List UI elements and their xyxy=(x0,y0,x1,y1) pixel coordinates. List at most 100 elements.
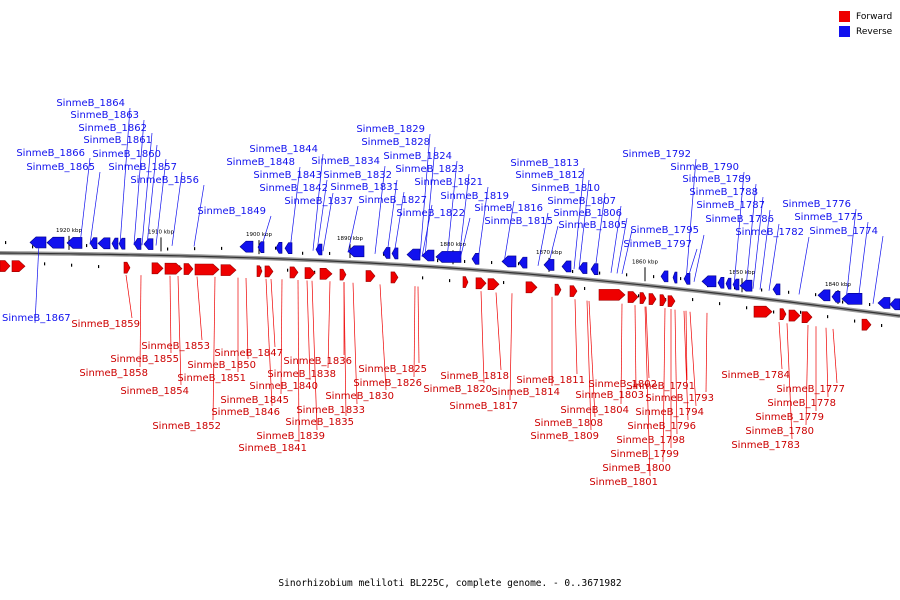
forward-gene-leader xyxy=(620,303,623,405)
forward-gene-label: SinmeB_1796 xyxy=(627,421,696,432)
reverse-gene-leader xyxy=(477,186,489,261)
tick-label: 1860 kbp xyxy=(632,259,658,265)
forward-gene-label: SinmeB_1826 xyxy=(353,378,422,389)
backbone-marker xyxy=(827,315,829,319)
reverse-gene-label: SinmeB_1861 xyxy=(83,135,152,146)
reverse-gene xyxy=(315,243,323,256)
backbone-marker xyxy=(842,300,844,304)
reverse-gene xyxy=(391,247,399,260)
reverse-gene-leader xyxy=(573,167,585,270)
reverse-gene-label: SinmeB_1807 xyxy=(547,196,616,207)
forward-gene-leader xyxy=(674,309,678,435)
reverse-gene-leader xyxy=(503,200,515,263)
forward-gene-leader xyxy=(634,305,637,390)
reverse-gene-label: SinmeB_1864 xyxy=(56,98,125,109)
reverse-gene xyxy=(732,278,740,291)
forward-gene-label: SinmeB_1835 xyxy=(285,417,354,428)
tick-label: 1880 kbp xyxy=(440,242,466,248)
backbone-marker xyxy=(788,290,790,294)
reverse-gene-leader xyxy=(537,212,549,266)
reverse-gene-leader xyxy=(34,243,40,324)
backbone-marker xyxy=(491,261,493,265)
reverse-gene xyxy=(841,293,863,305)
forward-gene-label: SinmeB_1778 xyxy=(767,398,836,409)
reverse-gene-label: SinmeB_1865 xyxy=(26,162,95,173)
forward-gene-leader xyxy=(685,310,688,381)
forward-gene-label: SinmeB_1794 xyxy=(635,407,704,418)
forward-gene-leader xyxy=(480,291,485,384)
backbone-marker xyxy=(167,247,169,251)
reverse-gene-leader xyxy=(141,132,153,246)
forward-gene xyxy=(569,285,578,297)
forward-gene-leader xyxy=(825,327,829,398)
forward-gene-label: SinmeB_1777 xyxy=(776,384,845,395)
forward-gene xyxy=(554,283,562,296)
forward-gene-leader xyxy=(177,276,182,386)
forward-gene-leader xyxy=(352,282,358,405)
reverse-gene-label: SinmeB_1856 xyxy=(130,175,199,186)
forward-gene xyxy=(365,270,376,282)
forward-gene xyxy=(475,277,487,290)
reverse-gene-leader xyxy=(616,217,628,274)
reverse-gene-leader xyxy=(155,158,167,246)
reverse-gene xyxy=(578,262,588,274)
forward-gene-label: SinmeB_1817 xyxy=(449,401,518,412)
reverse-gene xyxy=(831,291,841,303)
reverse-gene-label: SinmeB_1806 xyxy=(553,208,622,219)
reverse-gene-leader xyxy=(386,179,398,255)
forward-gene xyxy=(525,281,538,294)
forward-gene-leader xyxy=(327,281,331,369)
reverse-gene xyxy=(275,242,283,254)
forward-gene-leader xyxy=(662,308,666,463)
reverse-gene-leader xyxy=(768,223,780,291)
backbone-marker xyxy=(584,286,586,290)
reverse-gene xyxy=(421,249,435,262)
forward-gene-label: SinmeB_1820 xyxy=(423,384,492,395)
reverse-gene-leader xyxy=(146,144,158,246)
forward-gene-label: SinmeB_1833 xyxy=(296,405,365,416)
forward-gene-leader xyxy=(306,280,311,381)
forward-gene-label: SinmeB_1808 xyxy=(534,418,603,429)
backbone-marker xyxy=(464,259,466,263)
reverse-gene-label: SinmeB_1774 xyxy=(809,226,878,237)
reverse-gene xyxy=(717,276,725,289)
reverse-gene-label: SinmeB_1805 xyxy=(558,220,627,231)
legend-forward: Forward xyxy=(839,9,892,24)
reverse-gene-leader xyxy=(421,204,433,257)
forward-gene-leader xyxy=(689,311,697,407)
forward-gene-leader xyxy=(270,278,276,348)
reverse-gene-leader xyxy=(289,166,301,250)
forward-gene-leader xyxy=(778,322,783,370)
reverse-gene xyxy=(143,238,154,250)
reverse-gene-leader xyxy=(193,184,205,247)
reverse-gene-label: SinmeB_1813 xyxy=(510,158,579,169)
reverse-gene-label: SinmeB_1860 xyxy=(92,149,161,160)
forward-gene-leader xyxy=(417,286,420,364)
reverse-gene-leader xyxy=(857,221,869,302)
forward-gene-label: SinmeB_1840 xyxy=(249,381,318,392)
forward-gene xyxy=(788,309,801,322)
forward-gene xyxy=(164,262,183,275)
reverse-gene-label: SinmeB_1819 xyxy=(440,191,509,202)
reverse-gene xyxy=(889,298,900,311)
reverse-gene-label: SinmeB_1797 xyxy=(623,239,692,250)
backbone-marker xyxy=(599,271,601,275)
forward-gene-label: SinmeB_1803 xyxy=(575,390,644,401)
forward-gene xyxy=(753,305,773,318)
forward-gene xyxy=(861,318,872,331)
forward-gene xyxy=(648,293,657,305)
reverse-gene xyxy=(672,271,678,284)
forward-gene-leader xyxy=(280,279,283,395)
reverse-gene-leader xyxy=(316,179,328,251)
forward-swatch xyxy=(839,11,850,22)
forward-gene-label: SinmeB_1784 xyxy=(721,370,790,381)
backbone-marker xyxy=(773,310,775,314)
genome-backbone-line xyxy=(0,252,900,317)
forward-gene-label: SinmeB_1855 xyxy=(110,354,179,365)
forward-gene xyxy=(598,289,626,301)
forward-gene xyxy=(462,276,469,288)
reverse-gene-leader xyxy=(547,225,559,267)
reverse-gene-leader xyxy=(89,171,101,245)
reverse-gene-leader xyxy=(610,205,622,273)
forward-gene-label: SinmeB_1847 xyxy=(214,348,283,359)
